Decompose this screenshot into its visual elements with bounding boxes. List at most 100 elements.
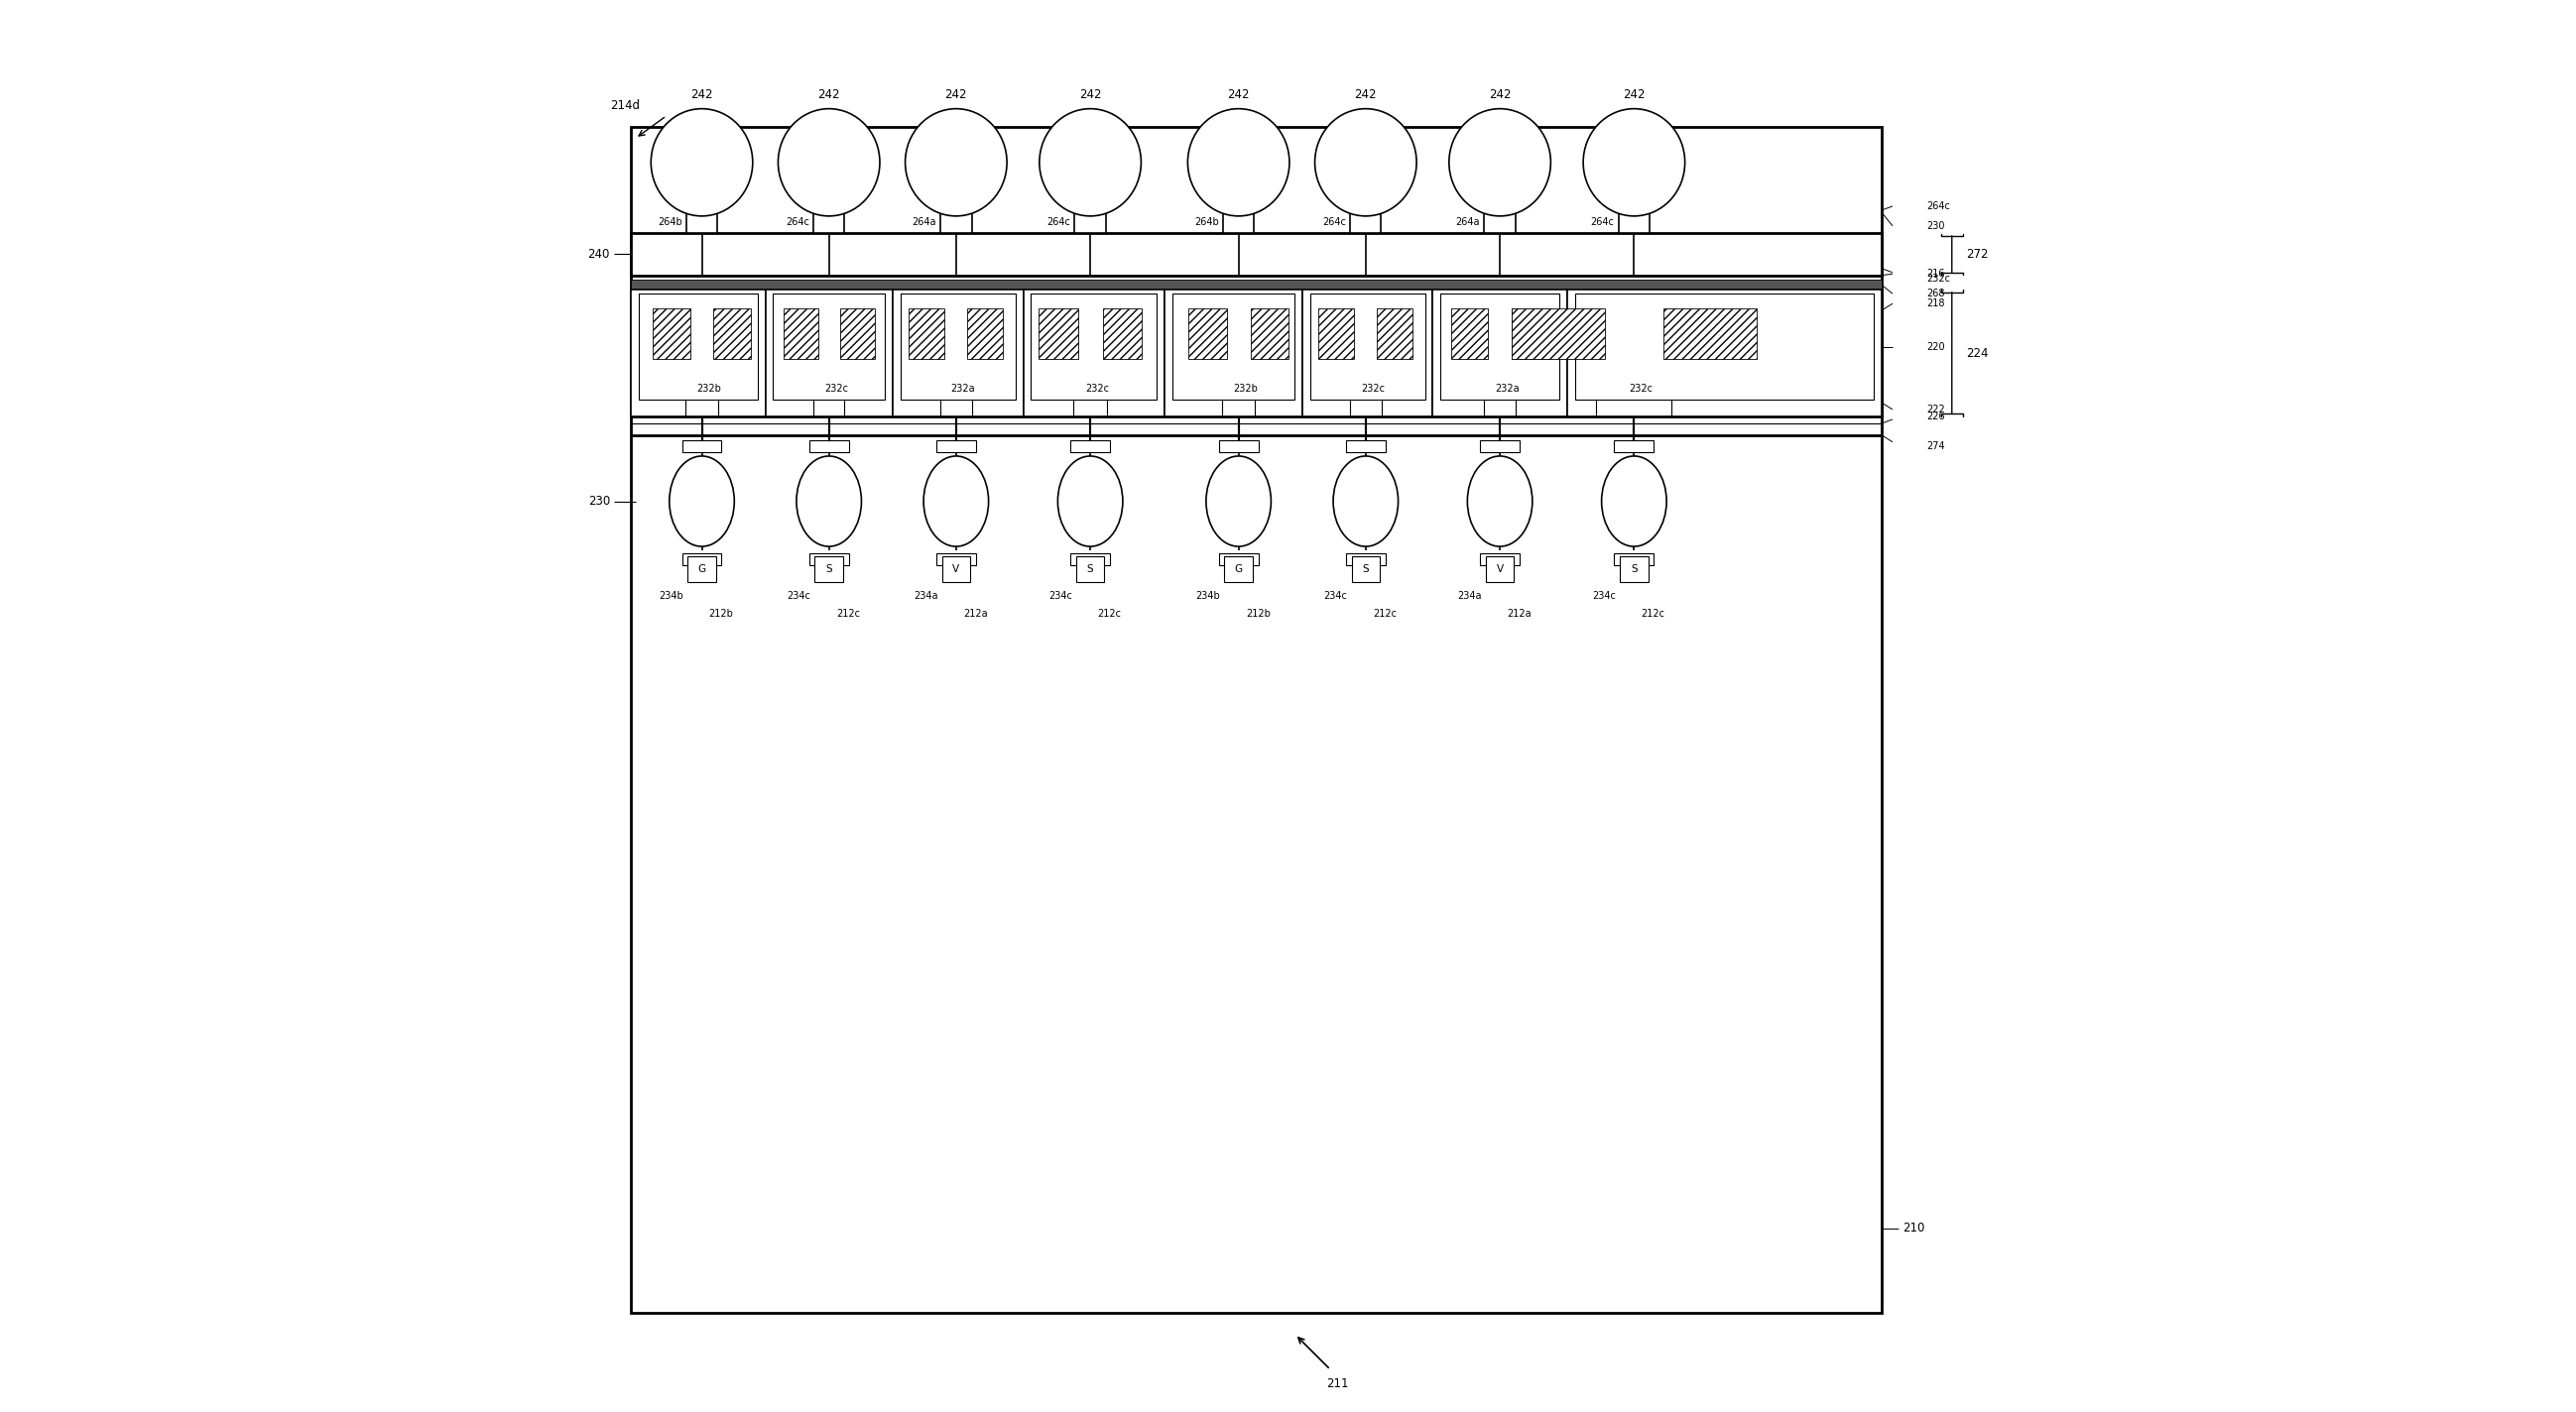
Bar [1188, 309, 1226, 360]
Text: 218: 218 [1927, 298, 1945, 309]
Text: 232a: 232a [951, 383, 976, 394]
Text: 232c: 232c [1360, 383, 1386, 394]
Text: 220: 220 [1927, 342, 1945, 352]
Text: 212b: 212b [1247, 609, 1270, 620]
Bar [1440, 294, 1558, 400]
Bar [840, 309, 876, 360]
Bar [1618, 210, 1649, 233]
Bar [899, 294, 1015, 400]
Text: V: V [953, 563, 961, 575]
Bar [714, 309, 750, 360]
Text: 234c: 234c [1592, 590, 1615, 602]
Text: 212c: 212c [1641, 609, 1664, 620]
Ellipse shape [1602, 456, 1667, 546]
Bar [1103, 309, 1141, 360]
Text: 264c: 264c [1589, 216, 1615, 227]
Text: 212a: 212a [963, 609, 987, 620]
Text: 242: 242 [1489, 88, 1512, 102]
Ellipse shape [925, 456, 989, 546]
Ellipse shape [1468, 456, 1533, 546]
Text: 212c: 212c [1373, 609, 1396, 620]
Ellipse shape [778, 109, 881, 216]
Bar [1450, 309, 1489, 360]
Ellipse shape [1188, 109, 1291, 216]
Bar [1664, 309, 1757, 360]
Text: 210: 210 [1904, 1221, 1924, 1236]
Text: 264c: 264c [1046, 216, 1072, 227]
Text: 234c: 234c [1048, 590, 1072, 602]
Text: 212c: 212c [837, 609, 860, 620]
Ellipse shape [1450, 109, 1551, 216]
Bar [1224, 210, 1255, 233]
Text: 232b: 232b [1234, 383, 1257, 394]
Bar [1345, 554, 1386, 565]
Bar [1319, 309, 1355, 360]
Bar [685, 210, 716, 233]
Text: 242: 242 [1226, 88, 1249, 102]
Bar [1615, 441, 1654, 452]
Bar [765, 289, 891, 417]
Bar [1072, 441, 1110, 452]
Text: S: S [827, 563, 832, 575]
Bar [1345, 441, 1386, 452]
Bar [683, 441, 721, 452]
Bar [773, 294, 884, 400]
Bar [1481, 441, 1520, 452]
Bar [943, 556, 971, 582]
Text: 242: 242 [945, 88, 966, 102]
Text: 212c: 212c [1097, 609, 1121, 620]
Text: 232c: 232c [824, 383, 848, 394]
Bar [639, 294, 757, 400]
Bar [1309, 294, 1425, 400]
Bar [1512, 309, 1605, 360]
Bar [809, 441, 848, 452]
Bar [1164, 289, 1301, 417]
Text: 264b: 264b [657, 216, 683, 227]
Bar [631, 127, 1880, 1313]
Text: G: G [1234, 563, 1242, 575]
Bar [1432, 289, 1566, 417]
Text: 242: 242 [1623, 88, 1646, 102]
Bar [631, 289, 765, 417]
Text: 222: 222 [1927, 404, 1945, 415]
Text: 242: 242 [690, 88, 714, 102]
Ellipse shape [670, 456, 734, 546]
Text: 226: 226 [1927, 411, 1945, 422]
Text: 234c: 234c [786, 590, 811, 602]
Text: S: S [1087, 563, 1095, 575]
Bar [1620, 556, 1649, 582]
Bar [1512, 309, 1548, 360]
Text: 232c: 232c [1084, 383, 1110, 394]
Bar [969, 309, 1002, 360]
Text: S: S [1631, 563, 1638, 575]
Bar [1481, 554, 1520, 565]
Text: 234a: 234a [914, 590, 938, 602]
Ellipse shape [796, 456, 860, 546]
Bar [1224, 556, 1252, 582]
Ellipse shape [1334, 456, 1399, 546]
Text: 272: 272 [1965, 247, 1989, 261]
Text: 264c: 264c [786, 216, 809, 227]
Bar [940, 210, 971, 233]
Bar [1038, 309, 1077, 360]
Text: 274: 274 [1927, 441, 1945, 452]
Text: 232a: 232a [1494, 383, 1520, 394]
Bar [909, 309, 945, 360]
Ellipse shape [1038, 109, 1141, 216]
Text: 211: 211 [1327, 1377, 1350, 1391]
Bar [1350, 210, 1381, 233]
Text: 212b: 212b [708, 609, 734, 620]
Bar [1172, 294, 1293, 400]
Ellipse shape [652, 109, 752, 216]
Bar [891, 289, 1023, 417]
Bar [809, 554, 848, 565]
Bar [1218, 441, 1257, 452]
Text: 264c: 264c [1321, 216, 1345, 227]
Ellipse shape [1059, 456, 1123, 546]
Bar [654, 309, 690, 360]
Text: 232c: 232c [1628, 383, 1654, 394]
Bar [1615, 554, 1654, 565]
Text: 264a: 264a [1455, 216, 1481, 227]
Text: S: S [1363, 563, 1368, 575]
Text: 230: 230 [587, 494, 611, 508]
